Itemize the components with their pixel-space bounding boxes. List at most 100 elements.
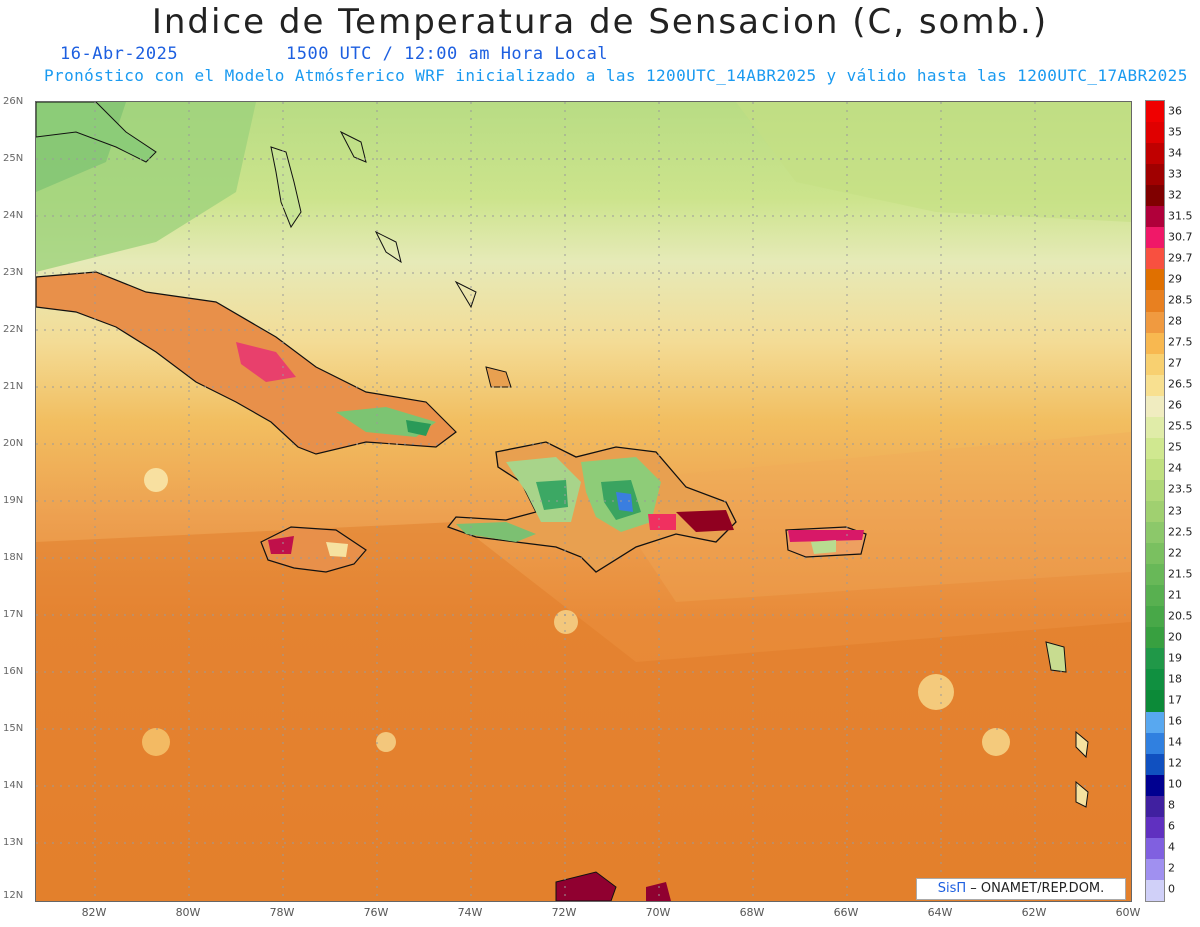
lat-label: 16N — [3, 666, 24, 677]
legend-swatch — [1146, 543, 1164, 565]
legend-swatch — [1146, 669, 1164, 691]
lat-label: 24N — [3, 210, 24, 221]
legend-swatch — [1146, 437, 1164, 460]
legend-swatch — [1146, 774, 1164, 797]
legend-swatch — [1146, 732, 1164, 755]
heat-index-map — [35, 101, 1132, 902]
legend-label: 8 — [1168, 798, 1175, 812]
map-title: Indice de Temperatura de Sensacion (C, s… — [151, 2, 1049, 42]
legend-swatch — [1146, 627, 1164, 649]
legend-label: 25 — [1168, 440, 1182, 454]
legend-label: 30.7 — [1168, 230, 1193, 244]
lat-label: 14N — [3, 780, 24, 791]
legend-label: 2 — [1168, 861, 1175, 875]
lat-label: 22N — [3, 324, 24, 335]
legend-label: 28.5 — [1168, 293, 1193, 307]
legend-swatch — [1146, 374, 1164, 397]
legend-swatch — [1146, 564, 1164, 586]
lat-label: 20N — [3, 438, 24, 449]
forecast-date: 16-Abr-2025 — [60, 44, 179, 64]
lon-label: 60W — [1115, 906, 1141, 919]
legend-label: 27.5 — [1168, 335, 1193, 349]
legend-swatch — [1146, 353, 1164, 376]
legend-label: 23 — [1168, 504, 1182, 518]
lat-label: 25N — [3, 153, 24, 164]
legend-swatch — [1146, 648, 1164, 670]
lon-label: 64W — [927, 906, 953, 919]
legend-label: 10 — [1168, 777, 1182, 791]
legend-swatch — [1146, 522, 1164, 544]
lon-label: 78W — [269, 906, 295, 919]
legend-label: 35 — [1168, 125, 1182, 139]
legend-label: 23.5 — [1168, 482, 1193, 496]
legend-swatch — [1146, 501, 1164, 523]
legend-swatch — [1146, 248, 1164, 270]
legend-swatch — [1146, 395, 1164, 418]
legend-swatch — [1146, 269, 1164, 291]
lon-label: 66W — [833, 906, 859, 919]
legend-swatch — [1146, 479, 1164, 502]
legend-label: 17 — [1168, 693, 1182, 707]
legend-label: 19 — [1168, 651, 1182, 665]
legend-label: 32 — [1168, 188, 1182, 202]
lon-label: 68W — [739, 906, 765, 919]
legend-label: 28 — [1168, 314, 1182, 328]
legend-swatch — [1146, 311, 1164, 334]
lat-label: 15N — [3, 723, 24, 734]
legend-label: 20.5 — [1168, 609, 1193, 623]
legend-label: 24 — [1168, 461, 1182, 475]
lat-label: 18N — [3, 552, 24, 563]
forecast-time: 1500 UTC / 12:00 am Hora Local — [286, 44, 609, 64]
lat-label: 26N — [3, 96, 24, 107]
lon-label: 72W — [551, 906, 577, 919]
legend-swatch — [1146, 206, 1164, 228]
legend-swatch — [1146, 185, 1164, 207]
legend-swatch — [1146, 690, 1164, 713]
legend-label: 0 — [1168, 882, 1175, 896]
credit-box: SisΠ – ONAMET/REP.DOM. — [916, 878, 1126, 900]
legend-swatch — [1146, 753, 1164, 776]
legend-swatch — [1146, 858, 1164, 881]
legend-label: 29.7 — [1168, 251, 1193, 265]
legend-label: 16 — [1168, 714, 1182, 728]
lon-label: 80W — [175, 906, 201, 919]
legend-swatch — [1146, 416, 1164, 439]
lat-label: 12N — [3, 890, 24, 901]
lon-label: 62W — [1021, 906, 1047, 919]
legend-swatch — [1146, 164, 1164, 186]
legend-swatch — [1146, 227, 1164, 249]
lon-label: 82W — [81, 906, 107, 919]
legend-label: 33 — [1168, 167, 1182, 181]
legend-swatch — [1146, 332, 1164, 355]
legend-label: 25.5 — [1168, 419, 1193, 433]
legend-swatch — [1146, 290, 1164, 313]
legend-label: 29 — [1168, 272, 1182, 286]
legend-swatch — [1146, 101, 1164, 123]
legend-swatch — [1146, 143, 1164, 165]
lon-label: 70W — [645, 906, 671, 919]
legend-swatch — [1146, 816, 1164, 839]
legend-label: 4 — [1168, 840, 1175, 854]
legend-label: 26 — [1168, 398, 1182, 412]
lat-label: 21N — [3, 381, 24, 392]
legend-swatch — [1146, 122, 1164, 144]
legend-swatch — [1146, 606, 1164, 628]
legend-swatch — [1146, 879, 1164, 902]
model-info: Pronóstico con el Modelo Atmósferico WRF… — [44, 66, 1188, 85]
color-legend — [1145, 100, 1165, 902]
lat-label: 23N — [3, 267, 24, 278]
legend-label: 34 — [1168, 146, 1182, 160]
lat-label: 17N — [3, 609, 24, 620]
legend-label: 20 — [1168, 630, 1182, 644]
lat-label: 13N — [3, 837, 24, 848]
legend-label: 18 — [1168, 672, 1182, 686]
legend-label: 22 — [1168, 546, 1182, 560]
legend-label: 21.5 — [1168, 567, 1193, 581]
legend-label: 12 — [1168, 756, 1182, 770]
sispi-logo: SisΠ — [937, 881, 967, 896]
legend-label: 26.5 — [1168, 377, 1193, 391]
legend-swatch — [1146, 711, 1164, 734]
legend-label: 21 — [1168, 588, 1182, 602]
legend-swatch — [1146, 458, 1164, 481]
legend-swatch — [1146, 795, 1164, 818]
